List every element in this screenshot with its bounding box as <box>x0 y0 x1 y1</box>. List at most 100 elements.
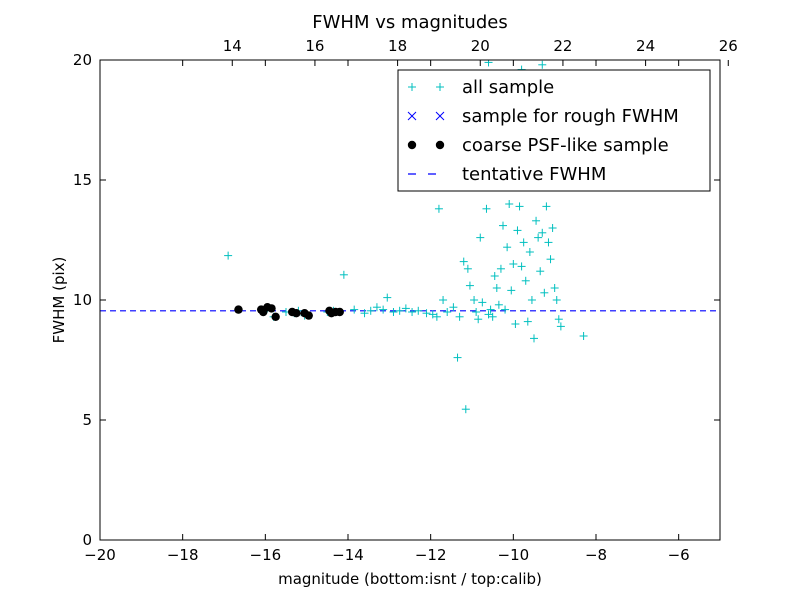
psf-like-point <box>292 309 301 318</box>
chart-title: FWHM vs magnitudes <box>312 12 507 33</box>
all-sample-point <box>544 238 553 247</box>
all-sample-point <box>521 276 530 285</box>
all-sample-point <box>422 309 431 318</box>
all-sample-point <box>472 308 481 316</box>
legend-marker-plus <box>436 83 444 91</box>
legend-marker-plus <box>408 83 416 91</box>
y-tick-label: 10 <box>73 291 92 309</box>
all-sample-point <box>546 255 555 264</box>
legend-marker-x-b <box>435 111 445 121</box>
all-sample-point <box>484 60 493 67</box>
psf-like-point <box>271 312 280 321</box>
all-sample-point <box>474 315 483 324</box>
top-x-tick-label: 26 <box>719 37 738 55</box>
y-tick-label: 5 <box>82 411 92 429</box>
all-sample-point <box>511 320 520 328</box>
x-tick-label: −12 <box>415 546 447 564</box>
all-sample-point <box>550 284 559 292</box>
all-sample-point <box>552 296 561 304</box>
all-sample-point <box>366 306 375 315</box>
all-sample-point <box>484 310 493 319</box>
all-sample-point <box>389 308 398 316</box>
all-sample-point <box>509 260 518 268</box>
all-sample-point <box>360 309 369 318</box>
top-x-tick-label: 20 <box>471 37 490 55</box>
all-sample-point <box>519 238 528 247</box>
all-sample-point <box>443 308 452 316</box>
all-sample-point <box>224 251 233 260</box>
legend-label: sample for rough FWHM <box>462 106 679 127</box>
all-sample-point <box>538 60 547 69</box>
x-tick-label: −18 <box>167 546 199 564</box>
x-tick-label: −16 <box>250 546 282 564</box>
all-sample-point <box>532 216 541 225</box>
all-sample-point <box>579 332 588 340</box>
legend-marker-dot <box>407 140 417 150</box>
all-sample-point <box>540 288 549 297</box>
all-sample-point <box>476 233 485 242</box>
all-sample-point <box>339 270 348 279</box>
all-sample-point <box>414 306 423 315</box>
all-sample-point <box>534 233 543 242</box>
psf-like-point <box>267 304 276 313</box>
all-sample-point <box>494 300 503 309</box>
all-sample-point <box>482 204 491 213</box>
legend-marker-x <box>407 111 417 121</box>
top-x-tick-label: 22 <box>553 37 572 55</box>
all-sample-point <box>507 286 516 295</box>
legend: all sample sample for rough FWHM coarse PS… <box>397 69 711 192</box>
legend-box <box>397 69 711 192</box>
all-sample-point <box>501 305 510 314</box>
all-sample-point <box>554 315 563 324</box>
axes: −20 −18 −16 −14 −12 −10 −8 −6 0 5 10 15 20 14 16 18 20 22… <box>73 37 738 564</box>
all-sample-point <box>465 281 474 290</box>
all-sample-point <box>408 308 417 316</box>
all-sample-point <box>459 257 468 266</box>
legend-entry: all sample <box>408 77 554 98</box>
all-sample-point <box>503 243 512 252</box>
y-tick-label: 0 <box>82 531 92 549</box>
legend-label: tentative FWHM <box>462 164 606 185</box>
psf-like-point <box>234 305 243 314</box>
all-sample-point <box>401 304 410 313</box>
all-sample-point <box>486 305 495 314</box>
all-sample-point <box>453 353 462 362</box>
all-sample-point <box>455 312 464 321</box>
all-sample-point <box>488 312 497 321</box>
x-tick-label: −14 <box>332 546 364 564</box>
all-sample-point <box>434 204 443 213</box>
all-sample-point <box>530 334 538 343</box>
x-axis-label: magnitude (bottom:isnt / top:calib) <box>278 570 542 588</box>
all-sample-point <box>536 267 545 276</box>
y-tick-label: 15 <box>73 171 92 189</box>
all-sample-point <box>496 264 505 273</box>
legend-entry: tentative FWHM <box>408 164 606 185</box>
all-sample-point <box>395 306 404 315</box>
legend-marker-dot <box>435 140 445 150</box>
all-sample-point <box>432 312 441 321</box>
x-tick-label: −6 <box>668 546 690 564</box>
x-tick-label: −20 <box>84 546 116 564</box>
all-sample-point <box>383 293 392 302</box>
legend-label: all sample <box>462 77 554 98</box>
legend-marker-x-b <box>407 111 417 121</box>
all-sample-point <box>449 303 458 312</box>
all-sample-point <box>492 284 501 292</box>
x-tick-label: −10 <box>498 546 530 564</box>
all-sample-point <box>517 262 526 271</box>
legend-entry: coarse PSF-like sample <box>407 135 669 156</box>
all-sample-point <box>478 298 487 307</box>
psf-like-point <box>304 311 313 320</box>
x-tick-label: −8 <box>585 546 607 564</box>
all-sample-point <box>505 200 514 208</box>
all-sample-point <box>513 226 522 235</box>
all-sample-point <box>556 322 565 331</box>
all-sample-point <box>548 224 557 232</box>
y-axis-label: FWHM (pix) <box>50 257 68 344</box>
all-sample-point <box>350 305 359 314</box>
y-tick-label: 20 <box>73 51 92 69</box>
legend-entry: sample for rough FWHM <box>407 106 679 127</box>
top-x-tick-label: 18 <box>388 37 407 55</box>
all-sample-point <box>499 221 507 230</box>
